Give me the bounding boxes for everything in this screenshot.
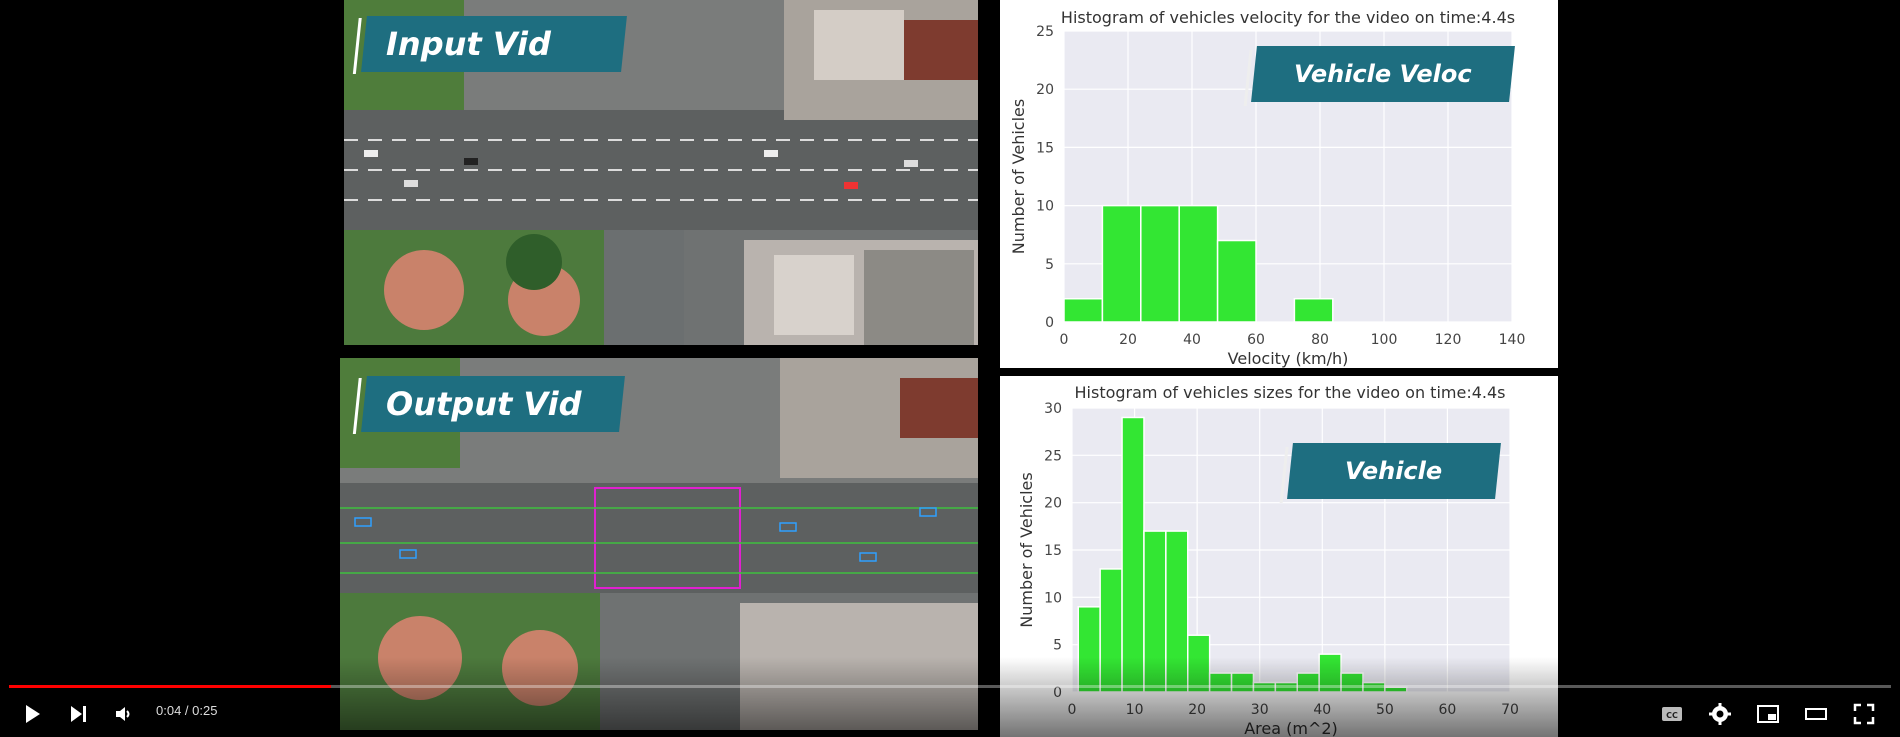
svg-text:CC: CC bbox=[1666, 711, 1678, 720]
input-video-label: Input Vid bbox=[361, 16, 627, 72]
velocity-bar bbox=[1101, 204, 1142, 323]
velocity-histogram-panel: 0 20 40 60 80 100 120 140 0 5 10 15 20 25 Histogram of… bbox=[1000, 0, 1558, 368]
size-ytick-label: 25 bbox=[1044, 448, 1062, 464]
velocity-xtick-label: 60 bbox=[1247, 332, 1265, 348]
size-bar bbox=[1121, 416, 1145, 693]
progress-fill bbox=[9, 685, 331, 688]
size-ytick-label: 30 bbox=[1044, 401, 1062, 417]
current-time: 0:04 bbox=[156, 703, 182, 718]
fullscreen-icon bbox=[1853, 703, 1875, 725]
time-display: 0:04 / 0:25 bbox=[156, 703, 217, 718]
velocity-bar bbox=[1216, 239, 1257, 323]
theater-button[interactable] bbox=[1798, 696, 1834, 732]
velocity-bar bbox=[1140, 204, 1180, 323]
size-ytick-label: 20 bbox=[1044, 496, 1062, 512]
velocity-ytick-label: 20 bbox=[1036, 82, 1054, 98]
miniplayer-button[interactable] bbox=[1750, 696, 1786, 732]
velocity-bar bbox=[1293, 297, 1334, 323]
output-video-label: Output Vid bbox=[361, 376, 625, 432]
cc-icon: CC bbox=[1662, 707, 1682, 721]
velocity-xtick-label: 100 bbox=[1371, 332, 1398, 348]
velocity-ytick-label: 25 bbox=[1036, 24, 1054, 40]
velocity-xtick-label: 80 bbox=[1311, 332, 1329, 348]
size-ytick-label: 15 bbox=[1044, 543, 1062, 559]
next-button[interactable] bbox=[60, 696, 96, 732]
gear-icon bbox=[1709, 703, 1731, 725]
next-icon bbox=[71, 706, 86, 722]
size-title: Histogram of vehicles sizes for the vide… bbox=[1075, 383, 1506, 402]
velocity-xtick-label: 120 bbox=[1435, 332, 1462, 348]
velocity-ytick-label: 10 bbox=[1036, 199, 1054, 215]
progress-bar[interactable] bbox=[9, 685, 1891, 688]
play-button[interactable] bbox=[14, 696, 50, 732]
velocity-xtick-label: 40 bbox=[1183, 332, 1201, 348]
volume-icon bbox=[116, 707, 130, 721]
settings-button[interactable] bbox=[1702, 696, 1738, 732]
velocity-ylabel: Number of Vehicles bbox=[1009, 99, 1028, 254]
fullscreen-button[interactable] bbox=[1846, 696, 1882, 732]
velocity-ytick-label: 5 bbox=[1045, 257, 1054, 273]
captions-button[interactable]: CC bbox=[1654, 696, 1690, 732]
size-ytick-label: 10 bbox=[1044, 590, 1062, 606]
duration: 0:25 bbox=[192, 703, 218, 718]
velocity-bar bbox=[1063, 297, 1104, 323]
velocity-xtick-label: 0 bbox=[1060, 332, 1069, 348]
miniplayer-icon bbox=[1757, 705, 1779, 723]
theater-icon bbox=[1805, 708, 1827, 720]
controls-gradient bbox=[0, 657, 1900, 737]
velocity-bar bbox=[1178, 204, 1219, 323]
velocity-xlabel: Velocity (km/h) bbox=[1228, 349, 1349, 368]
velocity-xtick-label: 20 bbox=[1119, 332, 1137, 348]
volume-button[interactable] bbox=[106, 696, 142, 732]
size-ytick-label: 5 bbox=[1053, 638, 1062, 654]
time-separator: / bbox=[181, 703, 193, 718]
velocity-overlay-label: Vehicle Veloc bbox=[1251, 46, 1515, 102]
velocity-xtick-label: 140 bbox=[1499, 332, 1526, 348]
size-ylabel: Number of Vehicles bbox=[1017, 472, 1036, 627]
velocity-ytick-label: 15 bbox=[1036, 140, 1054, 156]
size-overlay-label: Vehicle bbox=[1287, 443, 1501, 499]
play-icon bbox=[26, 705, 40, 723]
velocity-ytick-label: 0 bbox=[1045, 315, 1054, 331]
size-histogram-panel: 010203040506070051015202530Histogram of … bbox=[1000, 376, 1558, 737]
input-video-panel: Input Vid bbox=[344, 0, 978, 345]
aerial-city-image-input bbox=[344, 0, 978, 345]
velocity-title: Histogram of vehicles velocity for the v… bbox=[1061, 8, 1515, 27]
